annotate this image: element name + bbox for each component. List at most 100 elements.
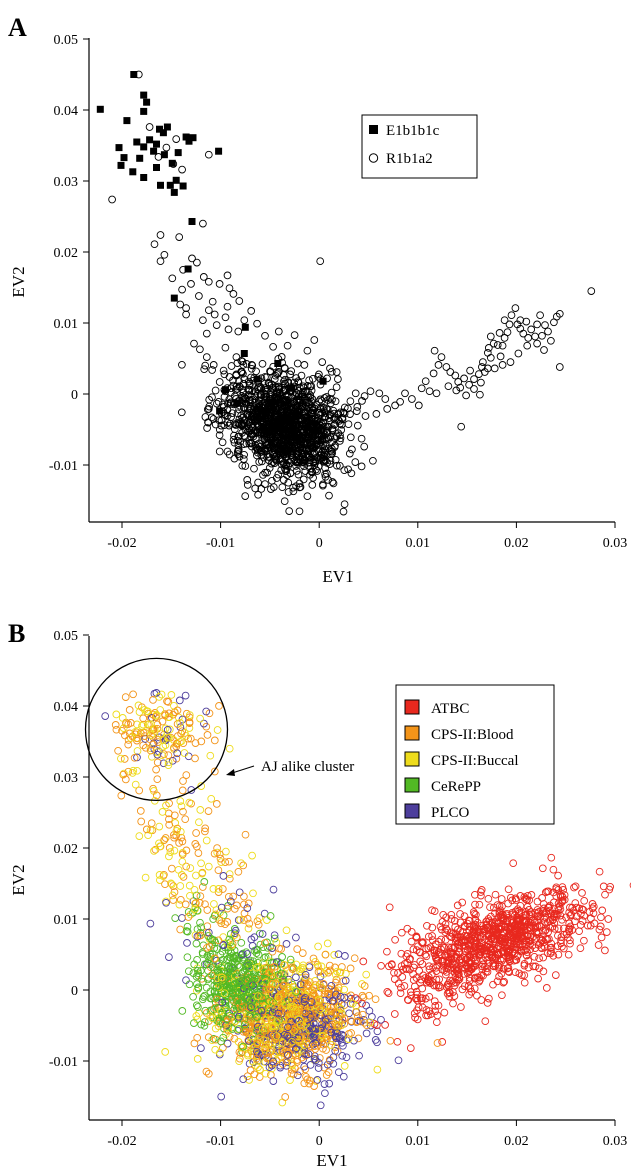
panel-a-legend: E1b1b1c R1b1a2 — [361, 114, 478, 179]
plco-point — [217, 1092, 226, 1101]
r1b1a2-point — [305, 403, 314, 412]
atbc-point — [428, 923, 437, 932]
atbc-point — [390, 975, 399, 983]
cerepp-point — [183, 953, 192, 962]
plco-point — [323, 1060, 332, 1069]
cerepp-point — [171, 914, 180, 922]
cps-ii-blood-point — [170, 833, 178, 842]
r1b1a2-point — [283, 409, 292, 418]
cps-ii-buccal-point — [185, 881, 194, 890]
r1b1a2-point — [246, 418, 255, 426]
y-tick-label: 0 — [71, 984, 78, 999]
e1b1b1c-point — [143, 98, 151, 106]
legend-label-atbc: ATBC — [431, 701, 469, 717]
cerepp-point — [200, 960, 209, 969]
e1b1b1c-point — [233, 399, 241, 407]
cps-ii-buccal-point — [174, 865, 183, 874]
cps-ii-buccal-point — [217, 858, 226, 866]
plco-point — [371, 1036, 380, 1044]
cps-ii-buccal-point — [222, 847, 230, 856]
cps-ii-blood-point — [204, 807, 213, 815]
r1b1a2-point — [172, 135, 181, 143]
r1b1a2-point — [178, 285, 186, 294]
aj-cluster-label: AJ alike cluster — [261, 759, 354, 775]
r1b1a2-point — [202, 353, 211, 361]
atbc-point — [494, 913, 503, 922]
r1b1a2-point — [320, 452, 329, 461]
cps-ii-blood-point — [293, 945, 302, 953]
atbc-point — [439, 943, 448, 951]
atbc-point — [521, 946, 530, 955]
r1b1a2-point — [287, 367, 296, 375]
atbc-point — [583, 921, 592, 930]
e1b1b1c-point — [96, 105, 104, 113]
atbc-point — [381, 1021, 389, 1029]
cerepp-point — [194, 1003, 202, 1011]
r1b1a2-point — [232, 353, 241, 361]
r1b1a2-point — [208, 393, 216, 402]
r1b1a2-point — [204, 405, 213, 413]
cps-ii-buccal-point — [141, 873, 150, 882]
cps-ii-buccal-point — [190, 885, 199, 894]
r1b1a2-point — [308, 443, 316, 452]
cps-ii-blood-point — [211, 910, 220, 919]
atbc-point — [377, 961, 385, 970]
r1b1a2-point — [457, 422, 466, 431]
cps-ii-blood-point — [191, 739, 200, 747]
plco-point — [313, 1076, 322, 1084]
cps-ii-blood-point — [215, 702, 223, 710]
r1b1a2-point — [215, 378, 224, 386]
cps-ii-buccal-point — [175, 900, 184, 909]
cps-ii-blood-point — [225, 874, 234, 883]
atbc-point — [539, 953, 548, 962]
cps-ii-buccal-point — [155, 822, 164, 831]
cps-ii-buccal-point — [323, 939, 332, 948]
e1b1b1c-point — [140, 174, 148, 181]
r1b1a2-point — [275, 393, 283, 402]
r1b1a2-point — [219, 366, 228, 375]
r1b1a2-point — [199, 273, 208, 281]
r1b1a2-point — [225, 284, 234, 293]
cps-ii-blood-point — [210, 767, 219, 776]
cerepp-point — [190, 1019, 198, 1027]
plco-point — [235, 888, 244, 897]
plco-point — [292, 933, 300, 942]
cerepp-point — [259, 943, 268, 952]
cps-ii-buccal-point — [261, 1069, 270, 1078]
r1b1a2-point — [250, 464, 258, 473]
atbc-point — [475, 977, 483, 986]
atbc-point — [435, 975, 444, 984]
cps-ii-blood-point — [433, 1039, 442, 1047]
cps-ii-blood-point — [210, 736, 219, 745]
e1b1b1c-point — [319, 377, 327, 385]
e1b1b1c-point — [115, 144, 123, 152]
plco-point — [268, 1061, 276, 1070]
atbc-point — [506, 957, 514, 965]
x-tick-label: 0.02 — [504, 1134, 529, 1149]
r1b1a2-point — [278, 415, 286, 423]
atbc-point — [421, 950, 430, 959]
cps-ii-buccal-point — [225, 870, 234, 878]
cps-ii-blood-point — [152, 765, 160, 774]
r1b1a2-point — [317, 441, 325, 449]
atbc-point — [465, 974, 474, 982]
atbc-point — [497, 957, 506, 965]
legend-label-r1b1a2: R1b1a2 — [386, 151, 433, 167]
cps-ii-blood-point — [204, 1033, 213, 1042]
atbc-point — [458, 985, 467, 994]
r1b1a2-point — [462, 391, 470, 400]
r1b1a2-point — [524, 334, 533, 342]
r1b1a2-point — [454, 378, 463, 386]
r1b1a2-point — [292, 462, 300, 470]
plco-point — [159, 759, 168, 768]
atbc-point — [481, 1017, 490, 1026]
cps-ii-blood-point — [320, 989, 329, 998]
x-tick-label: 0 — [316, 1134, 323, 1149]
r1b1a2-point — [270, 408, 279, 416]
atbc-point — [483, 956, 492, 964]
r1b1a2-point — [336, 419, 344, 428]
r1b1a2-point — [207, 413, 216, 422]
e1b1b1c-point — [288, 384, 296, 392]
cerepp-point — [196, 918, 204, 927]
cps-ii-blood-point — [246, 1066, 255, 1075]
